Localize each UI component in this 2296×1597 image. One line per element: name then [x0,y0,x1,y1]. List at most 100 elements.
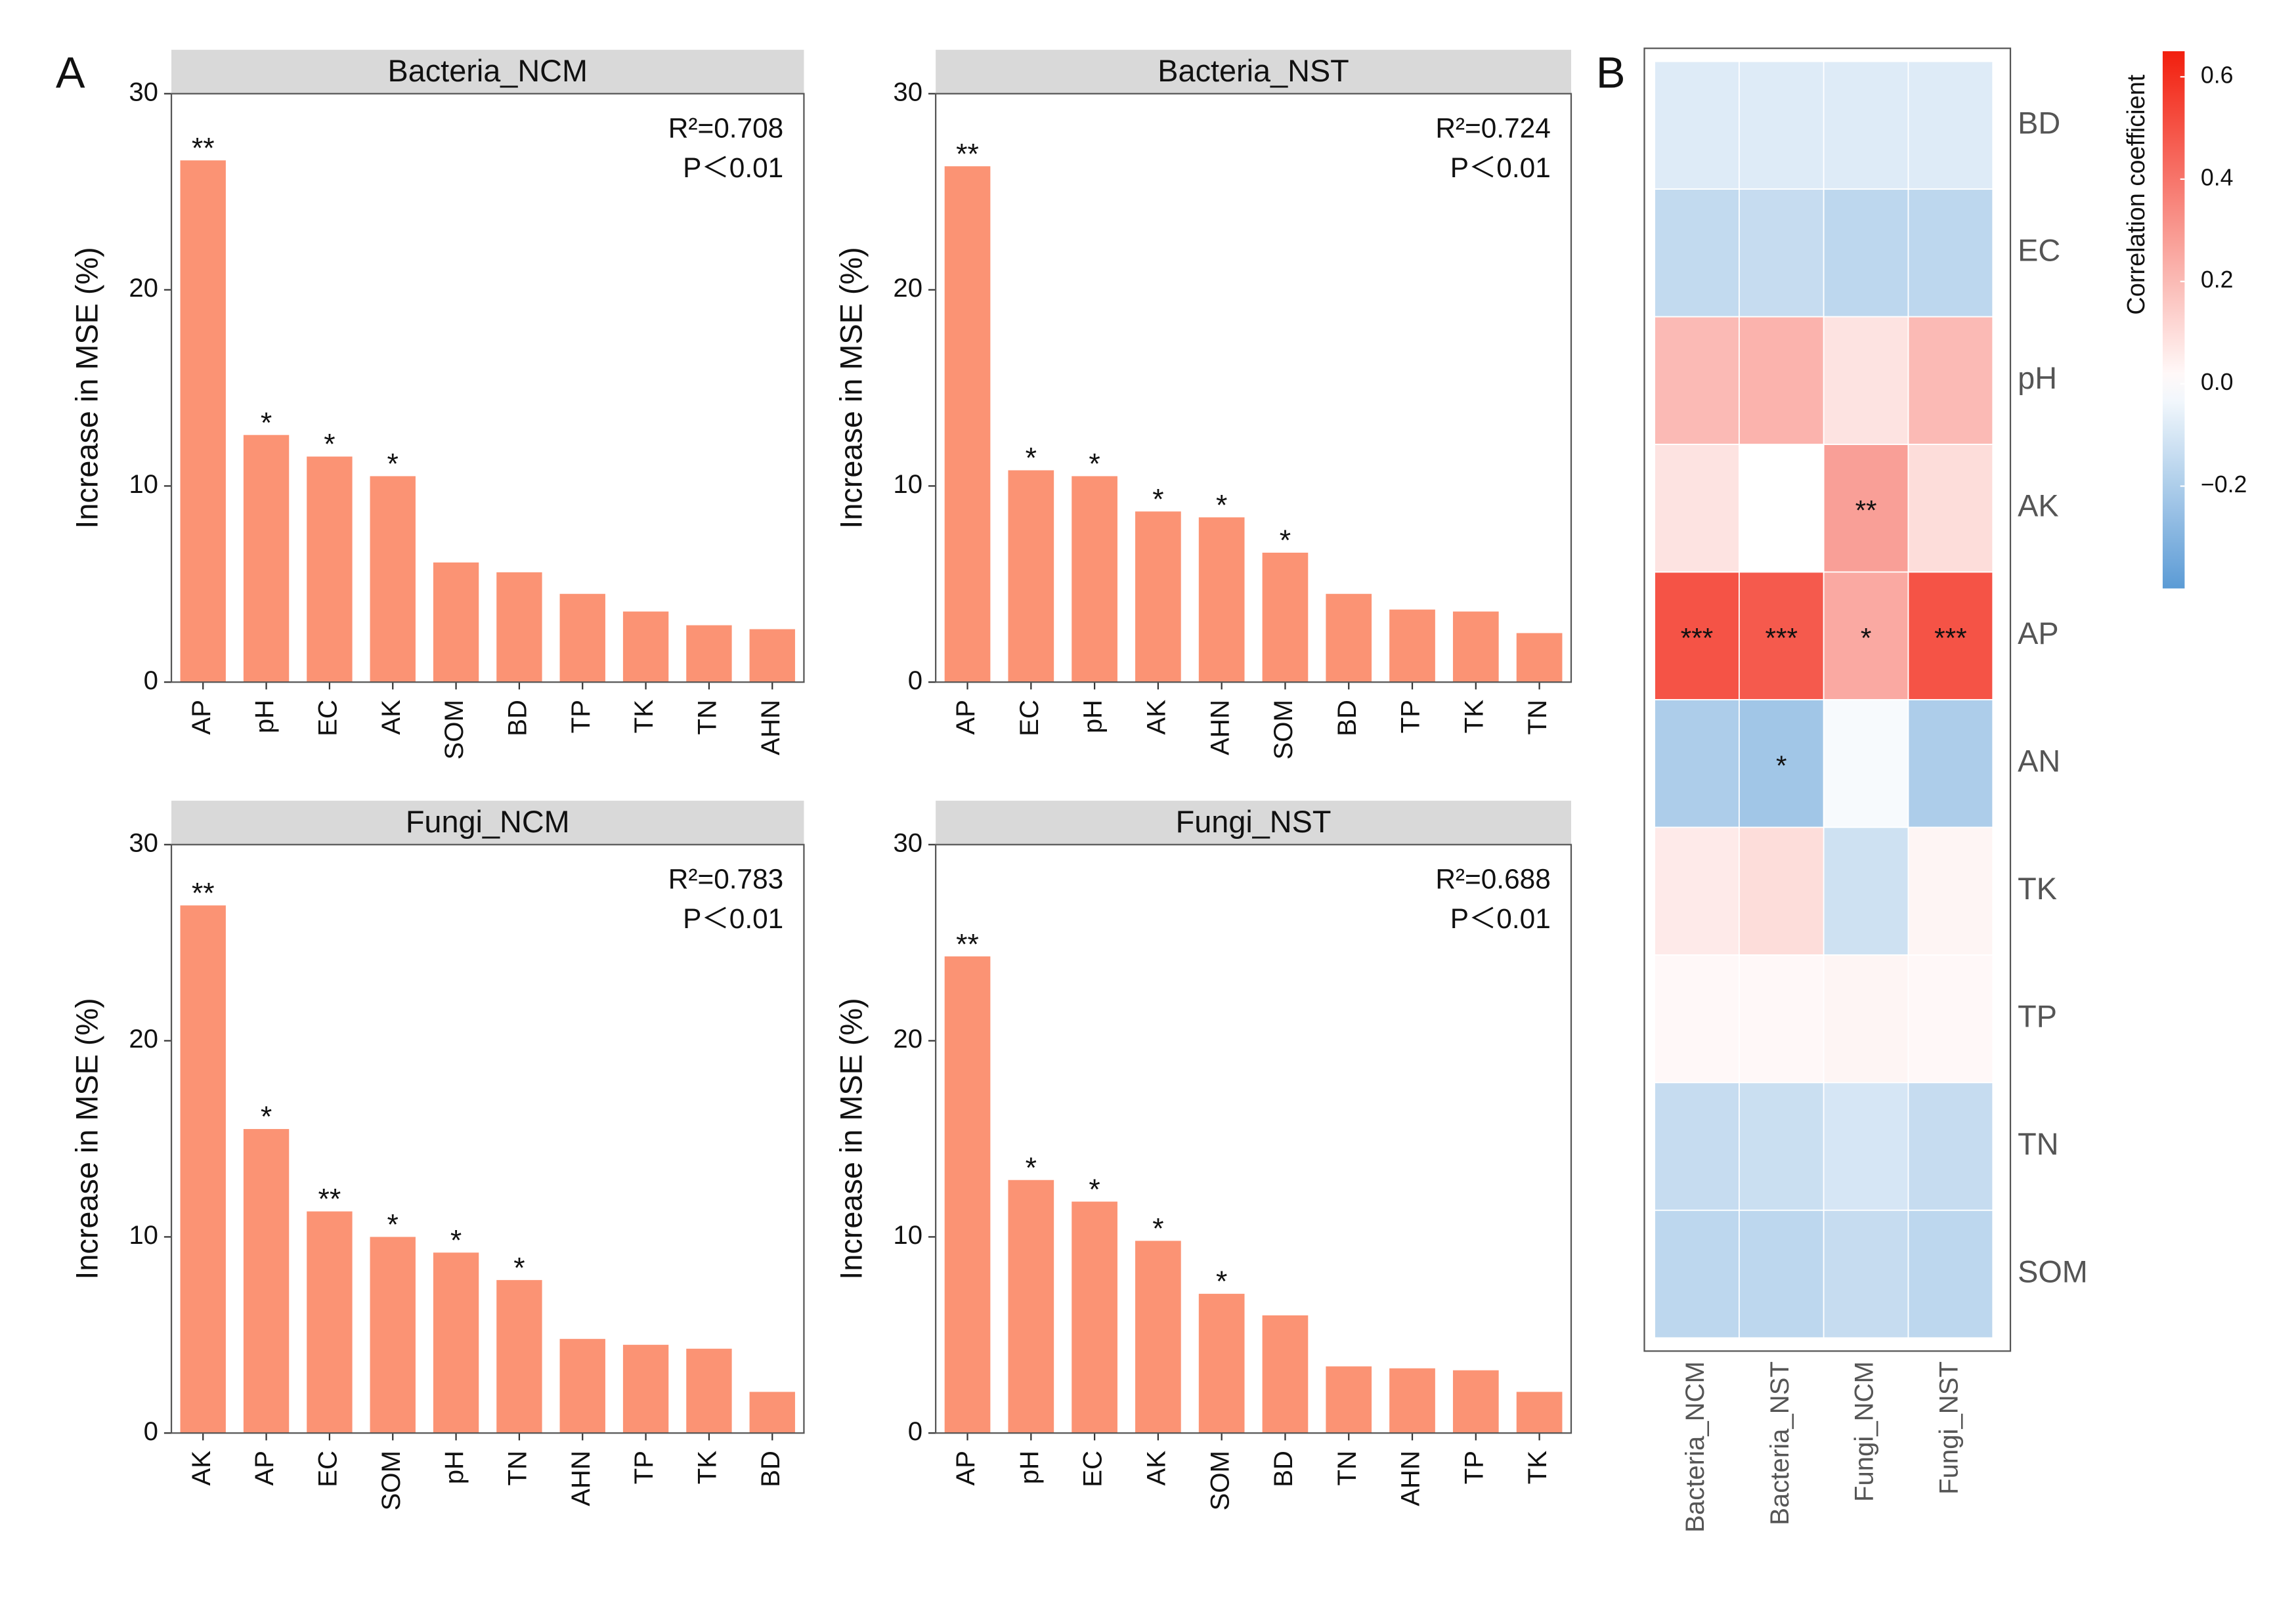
x-tick-label: EC [1014,700,1044,736]
heatmap-cell [1823,954,1909,1084]
heatmap-cell [1907,60,1994,190]
y-tick-label: 10 [129,469,158,499]
y-axis-label: Increase in MSE (%) [70,998,104,1279]
significance-label: * [1026,1152,1037,1184]
heatmap-cell [1823,1082,1909,1211]
stat-label: R²=0.708 [668,113,783,144]
bar [1262,552,1309,683]
heatmap-cell [1907,826,1994,956]
significance-label: * [450,1224,462,1256]
x-tick-label: AK [1141,1451,1171,1486]
heatmap-cell [1907,699,1994,828]
x-tick-label: BD [503,700,532,736]
bar [370,1237,416,1434]
heatmap-cell [1654,826,1740,956]
colorbar-tick-label: 0.4 [2201,164,2234,190]
y-tick-label: 20 [129,1024,158,1054]
plot-frame [935,93,1572,683]
x-tick-label: BD [756,1451,785,1487]
heatmap-cell [1738,1082,1825,1211]
row-label: AN [2018,744,2060,778]
panel-label: B [1596,49,1626,98]
bar [1198,517,1245,683]
x-tick-label: AP [249,1451,279,1486]
bar [1262,1315,1309,1434]
significance-label: * [513,1252,525,1284]
bar [1516,1392,1563,1434]
x-tick-label: AK [1141,700,1171,735]
stat-label: P＜0.01 [683,152,783,183]
colorbar [2162,51,2185,589]
row-label: TK [2018,872,2057,906]
bar [1452,1370,1499,1434]
heatmap-cell [1654,444,1740,573]
cell-annotation: *** [1934,623,1966,654]
significance-label: * [1152,1213,1163,1245]
title-strip [936,49,1571,94]
x-tick-label: TN [1332,1451,1362,1486]
cell-annotation: ** [1855,495,1877,526]
x-tick-label: AP [951,1451,980,1486]
column-label: Fungi_NST [1934,1361,1963,1495]
bar [1326,593,1372,683]
row-label: BD [2018,106,2060,140]
row-label: AK [2018,489,2058,523]
bar [1135,1241,1181,1434]
stat-label: R²=0.688 [1435,864,1550,895]
y-tick-label: 10 [893,469,922,499]
row-label: AP [2018,616,2058,650]
significance-label: ** [956,928,979,960]
heatmap-cell [1654,571,1740,700]
x-tick-label: BD [1332,700,1362,736]
title-strip [936,800,1571,845]
x-tick-label: AK [186,1451,216,1486]
cell-annotation: * [1861,623,1872,654]
significance-label: * [261,1101,272,1133]
x-tick-label: AP [186,700,216,735]
x-tick-label: EC [313,1451,343,1487]
significance-label: * [1089,1174,1100,1206]
heatmap-cell [1738,444,1825,573]
bar [622,611,669,683]
heatmap-cell [1907,188,1994,318]
bar [370,476,416,683]
x-tick-label: AHN [566,1451,596,1506]
x-tick-label: SOM [439,700,469,759]
heatmap-cell [1823,188,1909,318]
plot-frame [170,93,805,683]
y-axis-label: Increase in MSE (%) [834,247,869,528]
x-tick-label: TN [693,700,722,735]
cell-annotation: *** [1681,623,1713,654]
y-tick-label: 20 [893,1024,922,1054]
heatmap-cell [1738,1209,1825,1339]
x-tick-label: TP [1396,700,1425,733]
x-tick-label: AHN [1205,700,1234,756]
bar [559,593,605,683]
significance-label: ** [192,132,215,164]
heatmap-cell [1823,826,1909,956]
x-tick-label: SOM [376,1451,406,1510]
bar [1072,1201,1117,1434]
x-tick-label: TP [566,700,596,733]
significance-label: * [1152,483,1163,515]
x-tick-label: TK [693,1451,722,1485]
y-tick-label: 10 [893,1220,922,1250]
chart-title: Fungi_NST [1176,805,1332,839]
x-tick-label: TK [1459,700,1488,734]
heatmap-cell [1823,699,1909,828]
colorbar-tick-label: 0.6 [2201,62,2234,88]
significance-label: * [261,407,272,439]
x-tick-label: SOM [1205,1451,1234,1510]
bar [1326,1366,1372,1434]
cell-annotation: *** [1765,623,1798,654]
bar [1198,1294,1245,1434]
bar [1008,1180,1054,1434]
title-strip [171,800,804,845]
bar [1516,633,1563,683]
x-tick-label: TN [1523,700,1552,735]
plot-frame [170,843,805,1434]
heatmap-cell [1654,1209,1740,1339]
heatmap-cell [1907,954,1994,1084]
row-label: EC [2018,234,2060,268]
